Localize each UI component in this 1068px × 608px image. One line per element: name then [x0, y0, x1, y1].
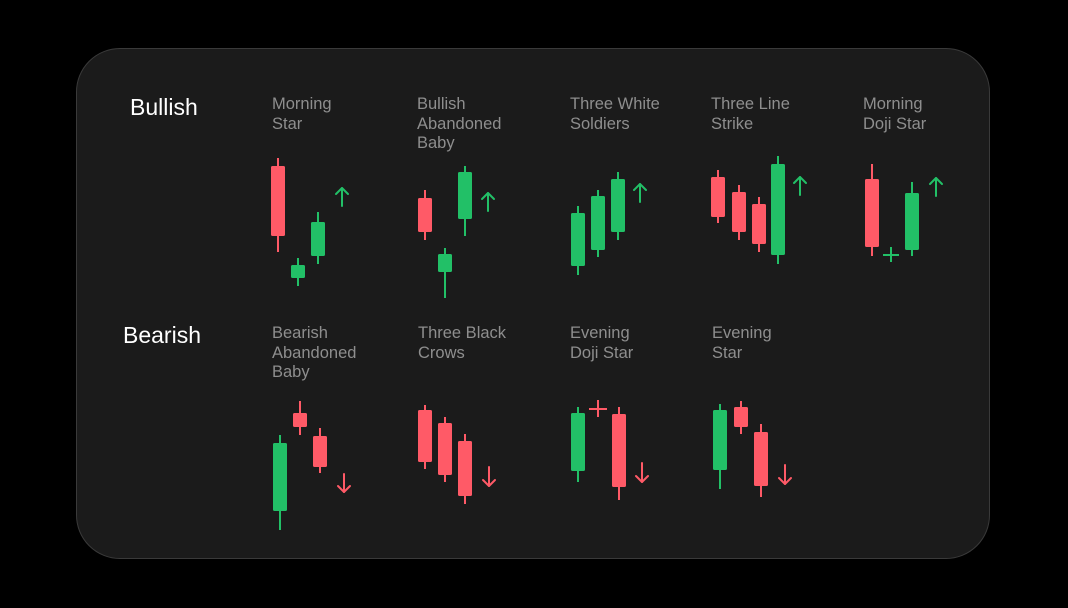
candle-body-bullish: [571, 213, 585, 266]
arrow-head: [929, 177, 943, 185]
label-three-line-strike: Three Line Strike: [711, 95, 790, 133]
candle-body-bearish: [754, 432, 768, 486]
label-bearish-abandoned-baby: Bearish Abandoned Baby: [272, 324, 357, 381]
label-morning-doji-star: Morning Doji Star: [863, 95, 927, 133]
arrow-head: [633, 183, 647, 191]
candle-body-bullish: [273, 443, 287, 511]
section-title-bullish: Bullish: [130, 94, 198, 120]
candle-body-bearish: [865, 179, 879, 247]
candle-body-bearish: [418, 410, 432, 462]
arrow-head: [482, 479, 496, 487]
label-evening-star: Evening Star: [712, 324, 772, 362]
arrow-head: [337, 485, 351, 493]
candle-body-bearish: [313, 436, 327, 467]
candle-body-bullish: [591, 196, 605, 250]
candle-body-bearish: [418, 198, 432, 232]
candle-body-bullish: [438, 254, 452, 272]
candle-body-bullish: [458, 172, 472, 219]
candle-body-bearish: [612, 414, 626, 487]
candle-body-bullish: [571, 413, 585, 471]
arrow-head: [335, 187, 349, 195]
candle-body-bearish: [293, 413, 307, 427]
candle-body-bullish: [713, 410, 727, 470]
section-title-bearish: Bearish: [123, 322, 201, 348]
candle-body-bearish: [438, 423, 452, 475]
arrow-head: [635, 475, 649, 483]
candle-body-bullish: [311, 222, 325, 256]
arrow-head: [793, 176, 807, 184]
candle-body-bullish: [905, 193, 919, 250]
candle-body-bearish: [734, 407, 748, 427]
candle-body-bearish: [711, 177, 725, 217]
label-three-black-crows: Three Black Crows: [418, 324, 507, 362]
arrow-head: [481, 192, 495, 200]
candle-body-bullish: [611, 179, 625, 232]
candle-body-bearish: [732, 192, 746, 232]
label-bullish-abandoned-baby: Bullish Abandoned Baby: [417, 95, 502, 152]
arrow-head: [778, 477, 792, 485]
candle-body-bearish: [271, 166, 285, 236]
label-three-white-soldiers: Three White Soldiers: [570, 95, 660, 133]
candle-body-bullish: [771, 164, 785, 255]
candle-body-bearish: [752, 204, 766, 244]
patterns-card: [76, 48, 990, 559]
candle-body-bearish: [458, 441, 472, 496]
candle-body-bullish: [291, 265, 305, 278]
label-morning-star: Morning Star: [272, 95, 332, 133]
label-evening-doji-star: Evening Doji Star: [570, 324, 634, 362]
